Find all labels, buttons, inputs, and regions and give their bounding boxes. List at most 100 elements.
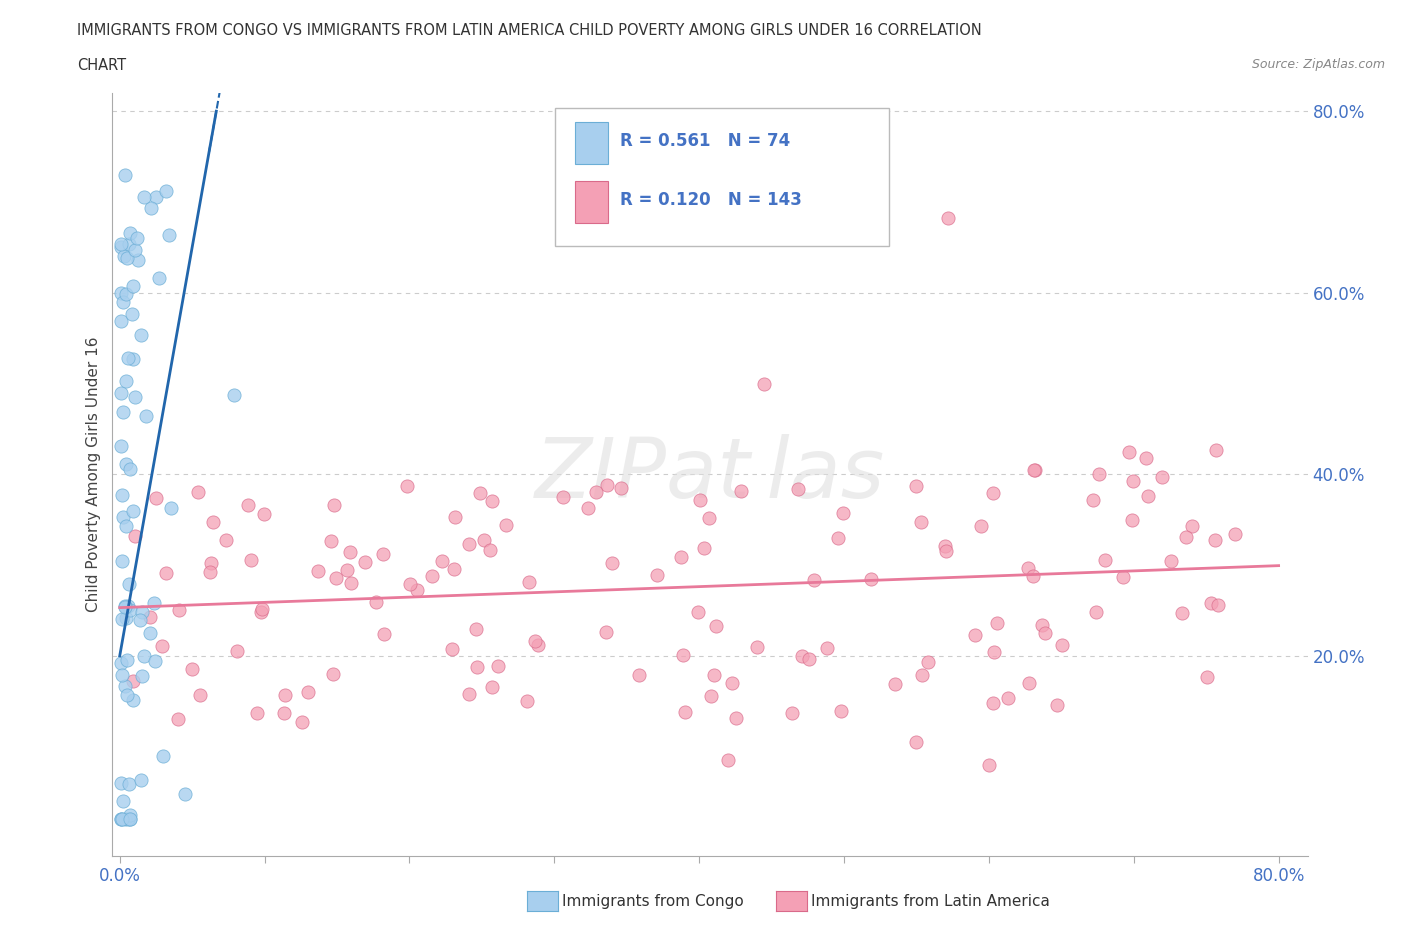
Point bbox=[965, 628, 987, 643]
Point bbox=[188, 687, 211, 702]
Text: Immigrants from Congo: Immigrants from Congo bbox=[562, 894, 744, 909]
Point bbox=[114, 248, 136, 263]
Point bbox=[117, 351, 139, 365]
Point bbox=[114, 679, 136, 694]
Point bbox=[128, 613, 150, 628]
Point bbox=[472, 533, 495, 548]
Point bbox=[725, 711, 748, 725]
Point bbox=[1017, 561, 1039, 576]
Bar bbox=[575, 180, 609, 222]
Point bbox=[155, 565, 177, 580]
Point bbox=[115, 653, 138, 668]
Point bbox=[111, 793, 134, 808]
Point bbox=[110, 812, 132, 827]
Point bbox=[970, 519, 993, 534]
Point bbox=[689, 492, 711, 507]
Point bbox=[730, 484, 752, 498]
Point bbox=[997, 691, 1019, 706]
Point bbox=[703, 668, 725, 683]
Point bbox=[1174, 529, 1197, 544]
Point bbox=[406, 582, 429, 597]
Point bbox=[596, 477, 619, 492]
Point bbox=[354, 554, 377, 569]
Point bbox=[336, 563, 359, 578]
Point bbox=[250, 602, 273, 617]
Point bbox=[115, 286, 138, 301]
Point bbox=[1094, 552, 1116, 567]
Point bbox=[160, 500, 183, 515]
Point bbox=[118, 226, 141, 241]
Point bbox=[859, 572, 882, 587]
Point bbox=[117, 250, 139, 265]
Point bbox=[145, 190, 167, 205]
Text: R = 0.120   N = 143: R = 0.120 N = 143 bbox=[620, 191, 803, 208]
Point bbox=[1050, 638, 1073, 653]
Point bbox=[1170, 606, 1192, 621]
Point bbox=[831, 505, 853, 520]
Point bbox=[1121, 512, 1143, 527]
Point bbox=[246, 706, 269, 721]
Point bbox=[139, 609, 162, 624]
Point bbox=[174, 787, 197, 802]
FancyBboxPatch shape bbox=[554, 108, 890, 246]
Point bbox=[600, 555, 623, 570]
Point bbox=[700, 689, 723, 704]
Point bbox=[519, 575, 541, 590]
Point bbox=[1135, 450, 1157, 465]
Point bbox=[465, 621, 488, 636]
Point bbox=[1046, 698, 1069, 712]
Point bbox=[124, 242, 146, 257]
Text: Source: ZipAtlas.com: Source: ZipAtlas.com bbox=[1251, 58, 1385, 71]
Point bbox=[141, 200, 163, 215]
Point bbox=[117, 777, 139, 791]
Point bbox=[595, 625, 617, 640]
Point bbox=[135, 409, 157, 424]
Point bbox=[129, 327, 152, 342]
Point bbox=[115, 688, 138, 703]
Point bbox=[910, 515, 932, 530]
Point bbox=[1160, 553, 1182, 568]
Point bbox=[553, 489, 575, 504]
Point bbox=[110, 313, 132, 328]
Point bbox=[981, 486, 1004, 501]
Point bbox=[905, 479, 928, 494]
Point bbox=[155, 183, 177, 198]
Point bbox=[339, 545, 361, 560]
Point bbox=[934, 538, 956, 553]
Text: R = 0.561   N = 74: R = 0.561 N = 74 bbox=[620, 132, 790, 150]
Point bbox=[457, 537, 479, 551]
Point bbox=[911, 668, 934, 683]
Point bbox=[322, 666, 344, 681]
Point bbox=[117, 812, 139, 827]
Point bbox=[202, 515, 225, 530]
Point bbox=[319, 533, 342, 548]
Point bbox=[129, 773, 152, 788]
Point bbox=[114, 812, 136, 827]
Point bbox=[1031, 618, 1053, 632]
Point bbox=[145, 491, 167, 506]
Point bbox=[118, 603, 141, 618]
Point bbox=[790, 648, 813, 663]
Point bbox=[754, 376, 776, 391]
Point bbox=[671, 550, 693, 565]
Point bbox=[986, 616, 1008, 631]
Point bbox=[274, 687, 297, 702]
Point bbox=[215, 533, 238, 548]
Text: Immigrants from Latin America: Immigrants from Latin America bbox=[811, 894, 1050, 909]
Point bbox=[1205, 533, 1227, 548]
Point bbox=[441, 642, 464, 657]
Point bbox=[111, 612, 134, 627]
Point bbox=[936, 211, 959, 226]
Point bbox=[122, 503, 145, 518]
Point bbox=[645, 568, 668, 583]
Point bbox=[340, 576, 363, 591]
Point bbox=[307, 564, 329, 578]
Point bbox=[1199, 595, 1222, 610]
Point bbox=[115, 519, 138, 534]
Point bbox=[721, 676, 744, 691]
Point bbox=[114, 457, 136, 472]
Point bbox=[398, 577, 420, 591]
Point bbox=[114, 167, 136, 182]
Point bbox=[1018, 676, 1040, 691]
Point bbox=[114, 599, 136, 614]
